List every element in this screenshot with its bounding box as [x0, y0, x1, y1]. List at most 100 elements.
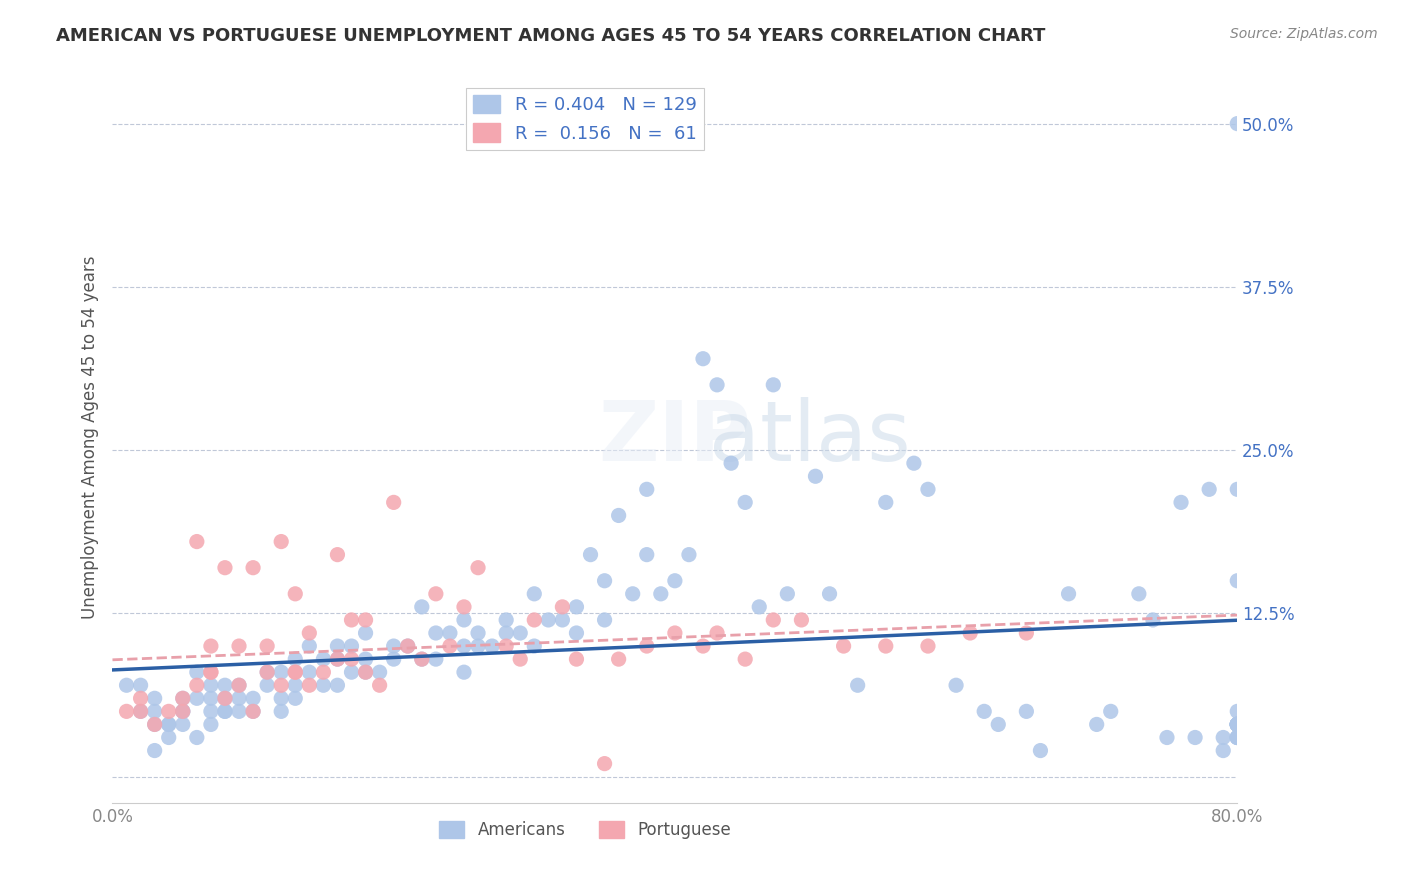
Point	[312, 678, 335, 692]
Point	[523, 613, 546, 627]
Point	[256, 678, 278, 692]
Point	[284, 665, 307, 680]
Point	[284, 587, 307, 601]
Point	[593, 574, 616, 588]
Point	[326, 678, 349, 692]
Point	[129, 705, 152, 719]
Point	[326, 652, 349, 666]
Point	[214, 678, 236, 692]
Point	[678, 548, 700, 562]
Point	[1142, 613, 1164, 627]
Point	[776, 587, 799, 601]
Point	[172, 691, 194, 706]
Point	[495, 639, 517, 653]
Point	[228, 639, 250, 653]
Point	[1226, 731, 1249, 745]
Point	[790, 613, 813, 627]
Point	[228, 705, 250, 719]
Point	[186, 731, 208, 745]
Point	[425, 626, 447, 640]
Point	[959, 626, 981, 640]
Point	[1057, 587, 1080, 601]
Point	[242, 560, 264, 574]
Point	[1226, 731, 1249, 745]
Point	[340, 652, 363, 666]
Point	[1099, 705, 1122, 719]
Point	[692, 351, 714, 366]
Point	[734, 652, 756, 666]
Point	[565, 652, 588, 666]
Point	[298, 639, 321, 653]
Point	[270, 691, 292, 706]
Point	[326, 652, 349, 666]
Point	[354, 613, 377, 627]
Point	[172, 705, 194, 719]
Point	[607, 508, 630, 523]
Point	[903, 456, 925, 470]
Point	[1226, 717, 1249, 731]
Point	[186, 678, 208, 692]
Point	[762, 377, 785, 392]
Point	[1029, 743, 1052, 757]
Text: atlas: atlas	[709, 397, 911, 477]
Point	[551, 599, 574, 614]
Point	[1226, 717, 1249, 731]
Point	[523, 639, 546, 653]
Point	[1015, 626, 1038, 640]
Point	[495, 613, 517, 627]
Point	[453, 665, 475, 680]
Point	[214, 691, 236, 706]
Point	[115, 678, 138, 692]
Point	[200, 639, 222, 653]
Point	[382, 495, 405, 509]
Point	[1015, 705, 1038, 719]
Point	[354, 665, 377, 680]
Point	[143, 717, 166, 731]
Point	[157, 705, 180, 719]
Point	[1226, 117, 1249, 131]
Point	[1226, 717, 1249, 731]
Point	[242, 705, 264, 719]
Point	[1128, 587, 1150, 601]
Point	[284, 652, 307, 666]
Point	[129, 678, 152, 692]
Point	[509, 626, 531, 640]
Point	[143, 705, 166, 719]
Point	[157, 717, 180, 731]
Point	[523, 587, 546, 601]
Point	[1212, 731, 1234, 745]
Point	[228, 678, 250, 692]
Point	[242, 691, 264, 706]
Point	[228, 678, 250, 692]
Point	[987, 717, 1010, 731]
Point	[411, 652, 433, 666]
Point	[143, 691, 166, 706]
Point	[467, 626, 489, 640]
Point	[270, 678, 292, 692]
Point	[692, 639, 714, 653]
Point	[284, 691, 307, 706]
Point	[1156, 731, 1178, 745]
Point	[172, 705, 194, 719]
Legend: Americans, Portuguese: Americans, Portuguese	[433, 814, 737, 846]
Point	[1226, 717, 1249, 731]
Point	[312, 665, 335, 680]
Point	[129, 691, 152, 706]
Point	[1226, 717, 1249, 731]
Point	[1226, 717, 1249, 731]
Point	[368, 678, 391, 692]
Point	[734, 495, 756, 509]
Point	[396, 639, 419, 653]
Point	[143, 743, 166, 757]
Point	[1198, 483, 1220, 497]
Point	[439, 639, 461, 653]
Point	[973, 705, 995, 719]
Point	[270, 705, 292, 719]
Point	[1226, 574, 1249, 588]
Point	[115, 705, 138, 719]
Y-axis label: Unemployment Among Ages 45 to 54 years: Unemployment Among Ages 45 to 54 years	[80, 255, 98, 619]
Point	[411, 599, 433, 614]
Point	[621, 587, 644, 601]
Point	[706, 626, 728, 640]
Point	[284, 665, 307, 680]
